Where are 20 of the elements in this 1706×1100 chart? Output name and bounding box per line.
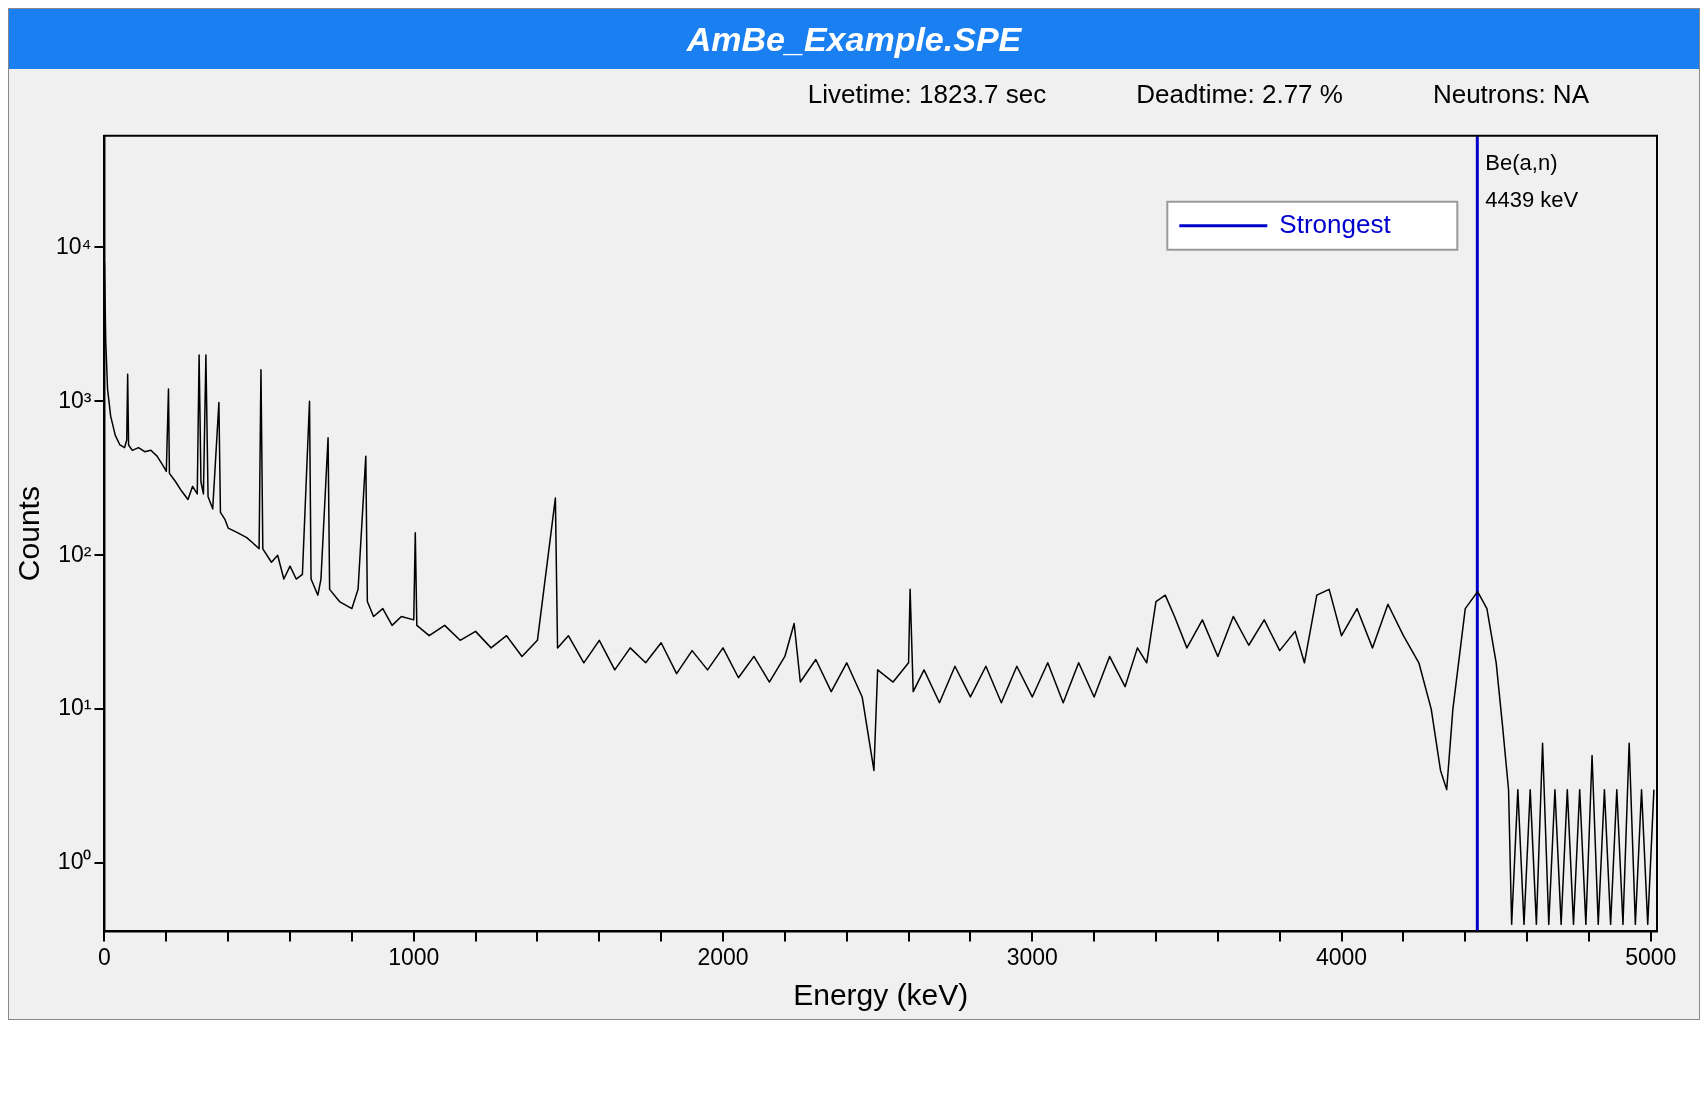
- y-tick-label: 10⁰: [57, 848, 92, 875]
- y-axis-title: Counts: [12, 486, 46, 582]
- x-tick-label: 3000: [1006, 943, 1058, 970]
- x-tick-label: 0: [98, 943, 111, 970]
- y-tick-label: 10⁴: [56, 232, 92, 259]
- x-tick-label: 2000: [697, 943, 749, 970]
- y-tick-label: 10³: [58, 386, 92, 413]
- annotation: Be(a,n): [1485, 149, 1558, 175]
- y-tick-label: 10¹: [58, 694, 92, 721]
- legend-label: Strongest: [1279, 208, 1392, 239]
- x-tick-label: 5000: [1625, 943, 1677, 970]
- x-axis-title: Energy (keV): [793, 978, 969, 1012]
- x-tick-label: 1000: [388, 943, 440, 970]
- annotation: 4439 keV: [1485, 187, 1579, 213]
- chart-title: AmBe_Example.SPE: [9, 9, 1699, 69]
- text: Deadtime: 2.77 %: [1136, 78, 1343, 110]
- text: Neutrons: NA: [1432, 78, 1589, 110]
- y-tick-label: 10²: [58, 540, 92, 567]
- text: Livetime: 1823.7 sec: [807, 78, 1047, 110]
- x-tick-label: 4000: [1315, 943, 1368, 970]
